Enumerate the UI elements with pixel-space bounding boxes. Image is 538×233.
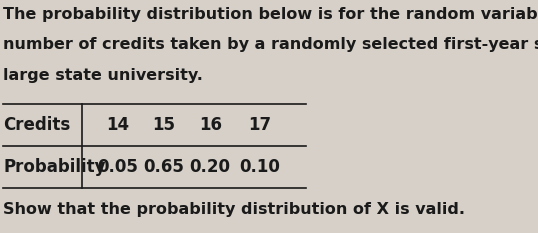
Text: Probability: Probability <box>3 158 105 176</box>
Text: Credits: Credits <box>3 116 70 134</box>
Text: 15: 15 <box>152 116 175 134</box>
Text: Show that the probability distribution of X is valid.: Show that the probability distribution o… <box>3 202 465 217</box>
Text: 0.20: 0.20 <box>190 158 231 176</box>
Text: number of credits taken by a randomly selected first-year student at a: number of credits taken by a randomly se… <box>3 37 538 52</box>
Text: 0.65: 0.65 <box>144 158 185 176</box>
Text: 17: 17 <box>248 116 271 134</box>
Text: 0.10: 0.10 <box>239 158 280 176</box>
Text: large state university.: large state university. <box>3 68 203 82</box>
Text: 0.05: 0.05 <box>97 158 138 176</box>
Text: The probability distribution below is for the random variable X = the: The probability distribution below is fo… <box>3 7 538 22</box>
Text: 14: 14 <box>106 116 129 134</box>
Text: 16: 16 <box>199 116 222 134</box>
